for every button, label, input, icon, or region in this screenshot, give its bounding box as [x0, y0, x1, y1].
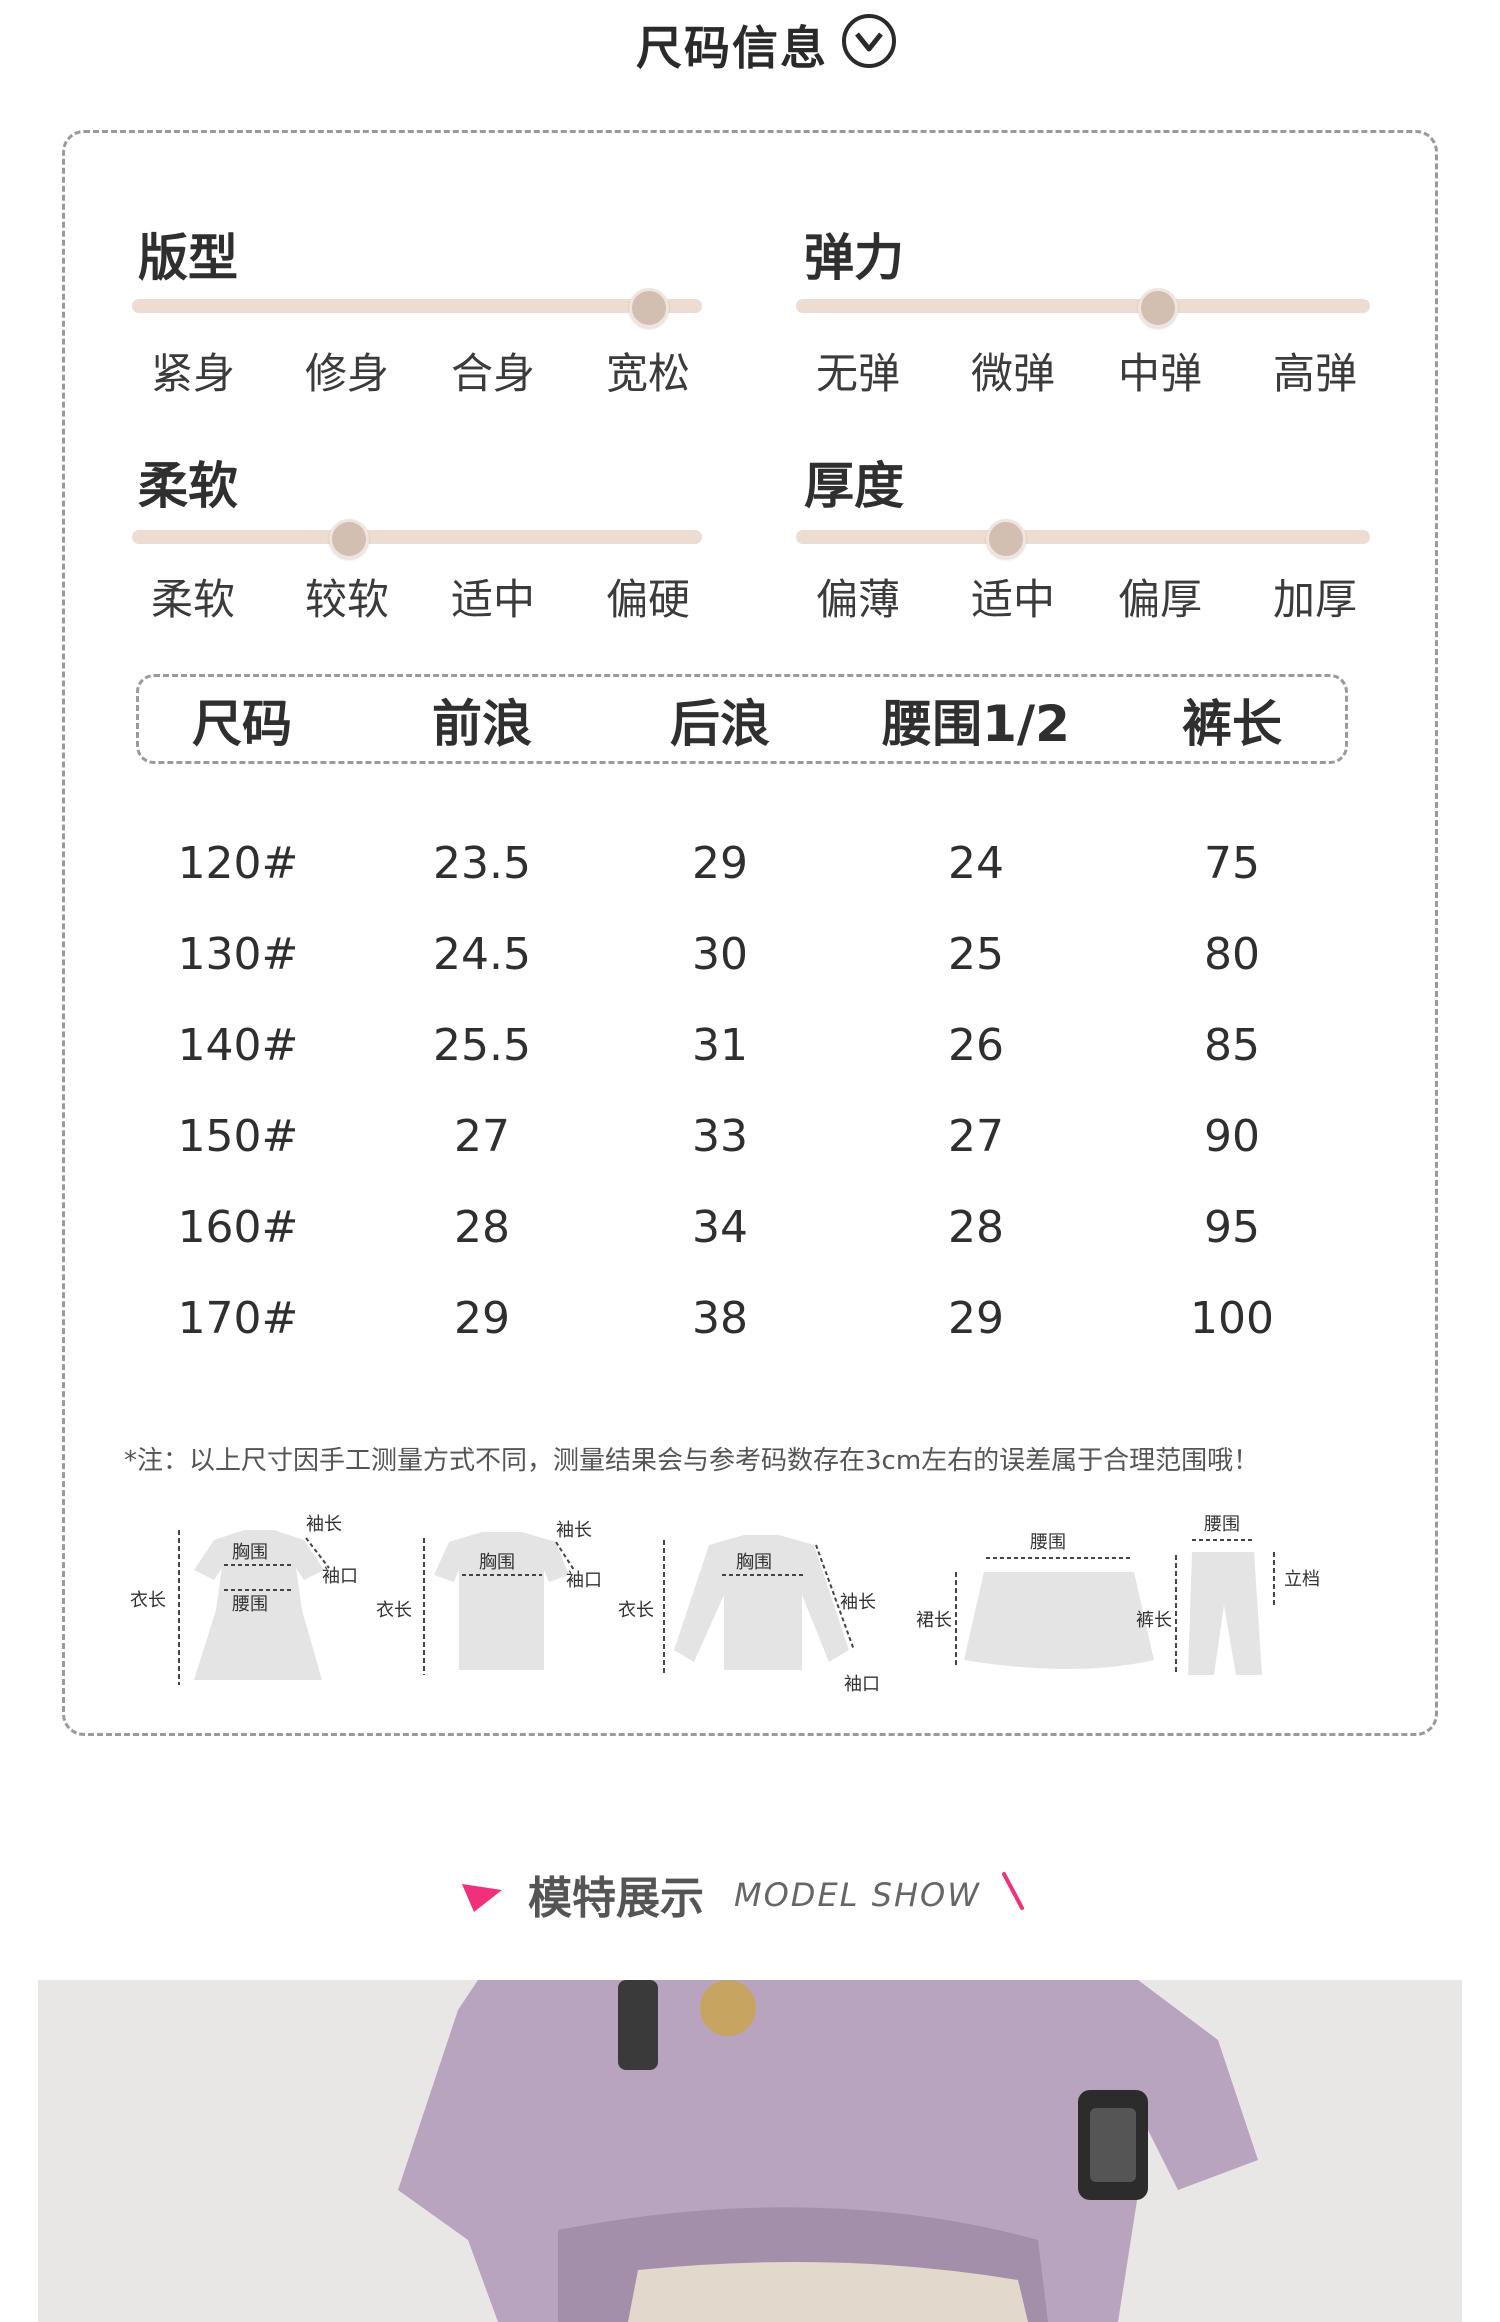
model-show-title: 模特展示 — [528, 1873, 704, 1924]
model-show-subtitle: MODEL SHOW — [734, 1876, 981, 1914]
fit-slider-track — [132, 299, 702, 313]
table-cell: 24.5 — [433, 929, 531, 980]
fit-title: 版型 — [138, 229, 238, 287]
thickness-option: 偏厚 — [1117, 575, 1202, 624]
table-cell: 28 — [454, 1202, 510, 1253]
model-photo — [38, 1980, 1462, 2322]
table-cell: 34 — [692, 1202, 748, 1253]
longsleeve-chest-label: 胸围 — [736, 1552, 772, 1573]
fit-option: 宽松 — [605, 349, 690, 398]
table-cell: 75 — [1204, 838, 1260, 889]
thickness-slider-track — [796, 530, 1370, 544]
elasticity-slider-track — [796, 299, 1370, 313]
table-cell: 29 — [692, 838, 748, 889]
elasticity-title: 弹力 — [804, 229, 904, 287]
page-title: 尺码信息 — [636, 21, 828, 75]
table-cell: 160# — [177, 1202, 299, 1253]
tshirt-cuff-label: 袖口 — [566, 1570, 602, 1591]
table-cell: 25.5 — [433, 1020, 531, 1071]
thickness-title: 厚度 — [804, 457, 904, 515]
elasticity-slider-knob — [1138, 288, 1178, 328]
softness-option: 较软 — [304, 575, 389, 624]
page-header: 尺码信息 — [0, 0, 1500, 90]
table-cell: 28 — [948, 1202, 1004, 1253]
elasticity-option: 高弹 — [1272, 349, 1357, 398]
table-cell: 23.5 — [433, 838, 531, 889]
tshirt-diagram: 袖长 胸围 袖口 衣长 — [376, 1520, 602, 1675]
chevron-down-circle-icon — [842, 14, 896, 68]
table-cell: 27 — [454, 1111, 510, 1162]
table-header-half-waist: 腰围1/2 — [882, 695, 1070, 753]
table-cell: 25 — [948, 929, 1004, 980]
table-cell: 26 — [948, 1020, 1004, 1071]
table-cell: 38 — [692, 1293, 748, 1344]
softness-slider-knob — [329, 519, 369, 559]
tshirt-chest-label: 胸围 — [479, 1552, 515, 1573]
table-cell: 95 — [1204, 1202, 1260, 1253]
table-cell: 100 — [1190, 1293, 1274, 1344]
softness-option: 偏硬 — [605, 575, 690, 624]
fit-option: 修身 — [304, 349, 389, 398]
dress-length-label: 衣长 — [130, 1590, 166, 1611]
tshirt-length-label: 衣长 — [376, 1600, 412, 1621]
longsleeve-diagram: 胸围 袖长 衣长 袖口 — [618, 1535, 880, 1695]
size-table-header — [136, 674, 1348, 764]
model-photo-illustration — [38, 1980, 1462, 2322]
table-cell: 120# — [177, 838, 299, 889]
table-cell: 29 — [454, 1293, 510, 1344]
table-cell: 85 — [1204, 1020, 1260, 1071]
dress-chest-label: 胸围 — [232, 1542, 268, 1563]
tshirt-sleeve-length-label: 袖长 — [556, 1520, 592, 1541]
table-cell: 90 — [1204, 1111, 1260, 1162]
pink-arrow-icon — [462, 1884, 502, 1912]
pink-slash-icon — [1002, 1872, 1024, 1910]
skirt-diagram: 腰围 裙长 — [916, 1532, 1154, 1669]
longsleeve-cuff-label: 袖口 — [844, 1674, 880, 1695]
table-header-front-rise: 前浪 — [432, 695, 532, 753]
table-cell: 30 — [692, 929, 748, 980]
thickness-option: 偏薄 — [815, 575, 900, 624]
measurement-note: *注：以上尺寸因手工测量方式不同，测量结果会与参考码数存在3cm左右的误差属于合… — [124, 1446, 1260, 1476]
thickness-option: 适中 — [970, 575, 1055, 624]
table-cell: 130# — [177, 929, 299, 980]
pants-diagram: 腰围 立档 裤长 — [1136, 1514, 1320, 1675]
table-cell: 170# — [177, 1293, 299, 1344]
table-cell: 31 — [692, 1020, 748, 1071]
table-header-back-rise: 后浪 — [670, 695, 770, 753]
measurement-diagrams: 袖长 胸围 袖口 衣长 腰围 袖长 胸围 袖口 衣长 胸围 袖长 衣长 袖口 腰… — [130, 1514, 1320, 1695]
softness-option: 适中 — [450, 575, 535, 624]
softness-option: 柔软 — [150, 575, 235, 624]
longsleeve-length-label: 衣长 — [618, 1600, 654, 1621]
dress-sleeve-length-label: 袖长 — [306, 1514, 342, 1535]
pants-rise-label: 立档 — [1284, 1569, 1320, 1590]
dress-cuff-label: 袖口 — [322, 1566, 358, 1587]
thickness-slider-knob — [986, 519, 1026, 559]
table-cell: 24 — [948, 838, 1004, 889]
elasticity-option: 无弹 — [815, 349, 900, 398]
table-cell: 80 — [1204, 929, 1260, 980]
table-cell: 33 — [692, 1111, 748, 1162]
table-cell: 27 — [948, 1111, 1004, 1162]
table-header-pants-length: 裤长 — [1182, 695, 1282, 753]
dress-diagram: 袖长 胸围 袖口 衣长 腰围 — [130, 1514, 358, 1685]
dress-waist-label: 腰围 — [232, 1594, 268, 1615]
softness-slider-track — [132, 530, 702, 544]
skirt-waist-label: 腰围 — [1030, 1532, 1066, 1553]
table-cell: 29 — [948, 1293, 1004, 1344]
pants-waist-label: 腰围 — [1204, 1514, 1240, 1535]
table-header-size: 尺码 — [192, 695, 292, 753]
elasticity-option: 微弹 — [970, 349, 1055, 398]
size-info-card — [62, 130, 1438, 1736]
thickness-option: 加厚 — [1272, 575, 1357, 624]
elasticity-option: 中弹 — [1117, 349, 1202, 398]
longsleeve-sleeve-length-label: 袖长 — [840, 1592, 876, 1613]
skirt-length-label: 裙长 — [916, 1610, 952, 1631]
table-cell: 150# — [177, 1111, 299, 1162]
fit-option: 合身 — [450, 349, 535, 398]
fit-option: 紧身 — [150, 349, 235, 398]
fit-slider-knob — [629, 288, 669, 328]
softness-title: 柔软 — [138, 457, 238, 515]
table-cell: 140# — [177, 1020, 299, 1071]
pants-length-label: 裤长 — [1136, 1610, 1172, 1631]
